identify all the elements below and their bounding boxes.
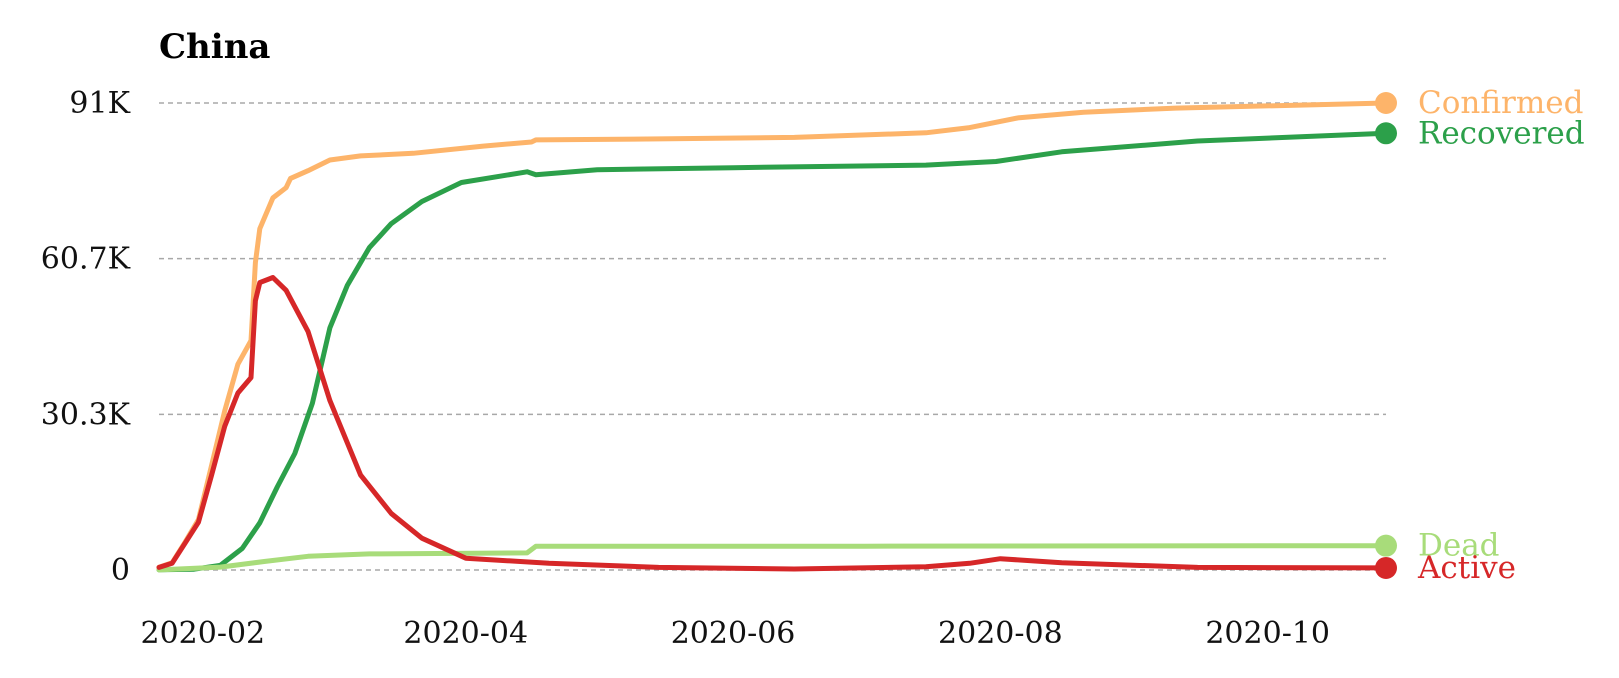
- series-label-confirmed: Confirmed: [1418, 85, 1583, 121]
- end-marker-recovered: [1375, 122, 1397, 145]
- y-tick-label-3: 91K: [69, 86, 130, 121]
- y-tick-label-0: 0: [111, 553, 130, 588]
- x-tick-label-3: 2020-08: [938, 616, 1063, 651]
- x-tick-label-1: 2020-04: [403, 616, 528, 651]
- y-tick-label-1: 30.3K: [41, 397, 131, 432]
- series-label-active: Active: [1417, 550, 1516, 586]
- series-lines: [156, 100, 1389, 573]
- series-line-confirmed: [156, 100, 1389, 570]
- x-tick-label-2: 2020-06: [671, 616, 796, 651]
- series-line-active: [156, 275, 1389, 572]
- end-marker-dead: [1375, 534, 1397, 557]
- series-label-recovered: Recovered: [1418, 115, 1585, 151]
- series-end-markers: [1375, 92, 1397, 579]
- series-line-recovered: [156, 130, 1389, 573]
- series-label-dead: Dead: [1418, 528, 1500, 564]
- end-marker-active: [1375, 556, 1397, 579]
- x-tick-label-0: 2020-02: [140, 616, 265, 651]
- end-marker-confirmed: [1375, 92, 1397, 114]
- y-tick-labels: 0 30.3K 60.7K 91K: [41, 86, 131, 588]
- y-gridlines: [159, 102, 1386, 571]
- x-tick-labels: 2020-02 2020-04 2020-06 2020-08 2020-10: [140, 616, 1330, 651]
- chart-title: China: [159, 27, 270, 67]
- series-line-dead: [156, 543, 1389, 573]
- x-tick-label-4: 2020-10: [1205, 616, 1330, 651]
- y-tick-label-2: 60.7K: [41, 242, 131, 277]
